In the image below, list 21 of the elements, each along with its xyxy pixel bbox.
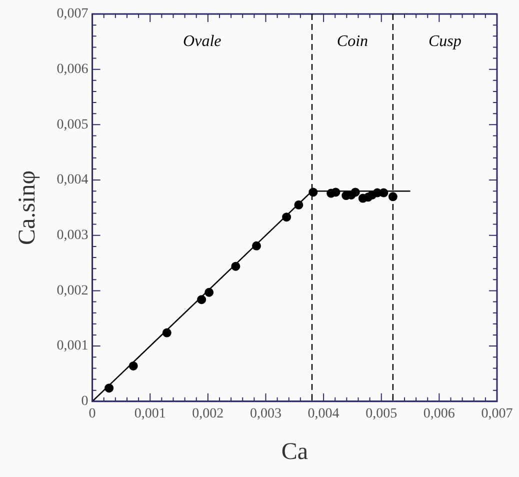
y-tick-label: 0,007 [56, 6, 88, 22]
x-tick-label: 0,006 [423, 406, 455, 422]
x-tick-label: 0,007 [481, 406, 513, 422]
x-tick-label: 0,003 [250, 406, 282, 422]
y-tick-label: 0,001 [56, 338, 88, 354]
point [388, 192, 398, 202]
x-tick-label: 0,004 [308, 406, 340, 422]
y-tick-label: 0,005 [56, 117, 88, 132]
x-tick-label: 0,001 [134, 406, 166, 422]
annotation: Coin [336, 33, 368, 50]
annotation: Ovale [183, 33, 222, 50]
y-tick-label: 0,004 [56, 172, 88, 188]
x-tick-label: 0,002 [192, 406, 224, 422]
y-tick-label: 0,006 [56, 62, 88, 78]
x-tick-label: 0,005 [366, 406, 398, 422]
annotation: Cusp [428, 33, 462, 50]
y-tick-label: 0,002 [56, 283, 88, 298]
y-axis-title: Ca.sinφ [14, 170, 41, 245]
x-axis-title: Ca [281, 438, 308, 465]
y-tick-label: 0,003 [56, 228, 88, 244]
y-tick-label: 0 [81, 394, 88, 410]
